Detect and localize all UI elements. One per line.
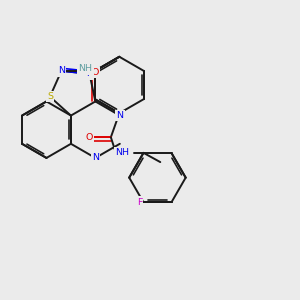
Text: N: N — [86, 69, 93, 78]
Text: NH: NH — [115, 148, 129, 157]
Text: N: N — [58, 66, 65, 75]
Text: N: N — [116, 111, 123, 120]
Text: F: F — [137, 198, 142, 207]
Text: S: S — [47, 92, 53, 101]
Text: N: N — [92, 153, 99, 162]
Text: O: O — [92, 68, 99, 77]
Text: O: O — [85, 133, 93, 142]
Text: NH: NH — [78, 64, 92, 74]
